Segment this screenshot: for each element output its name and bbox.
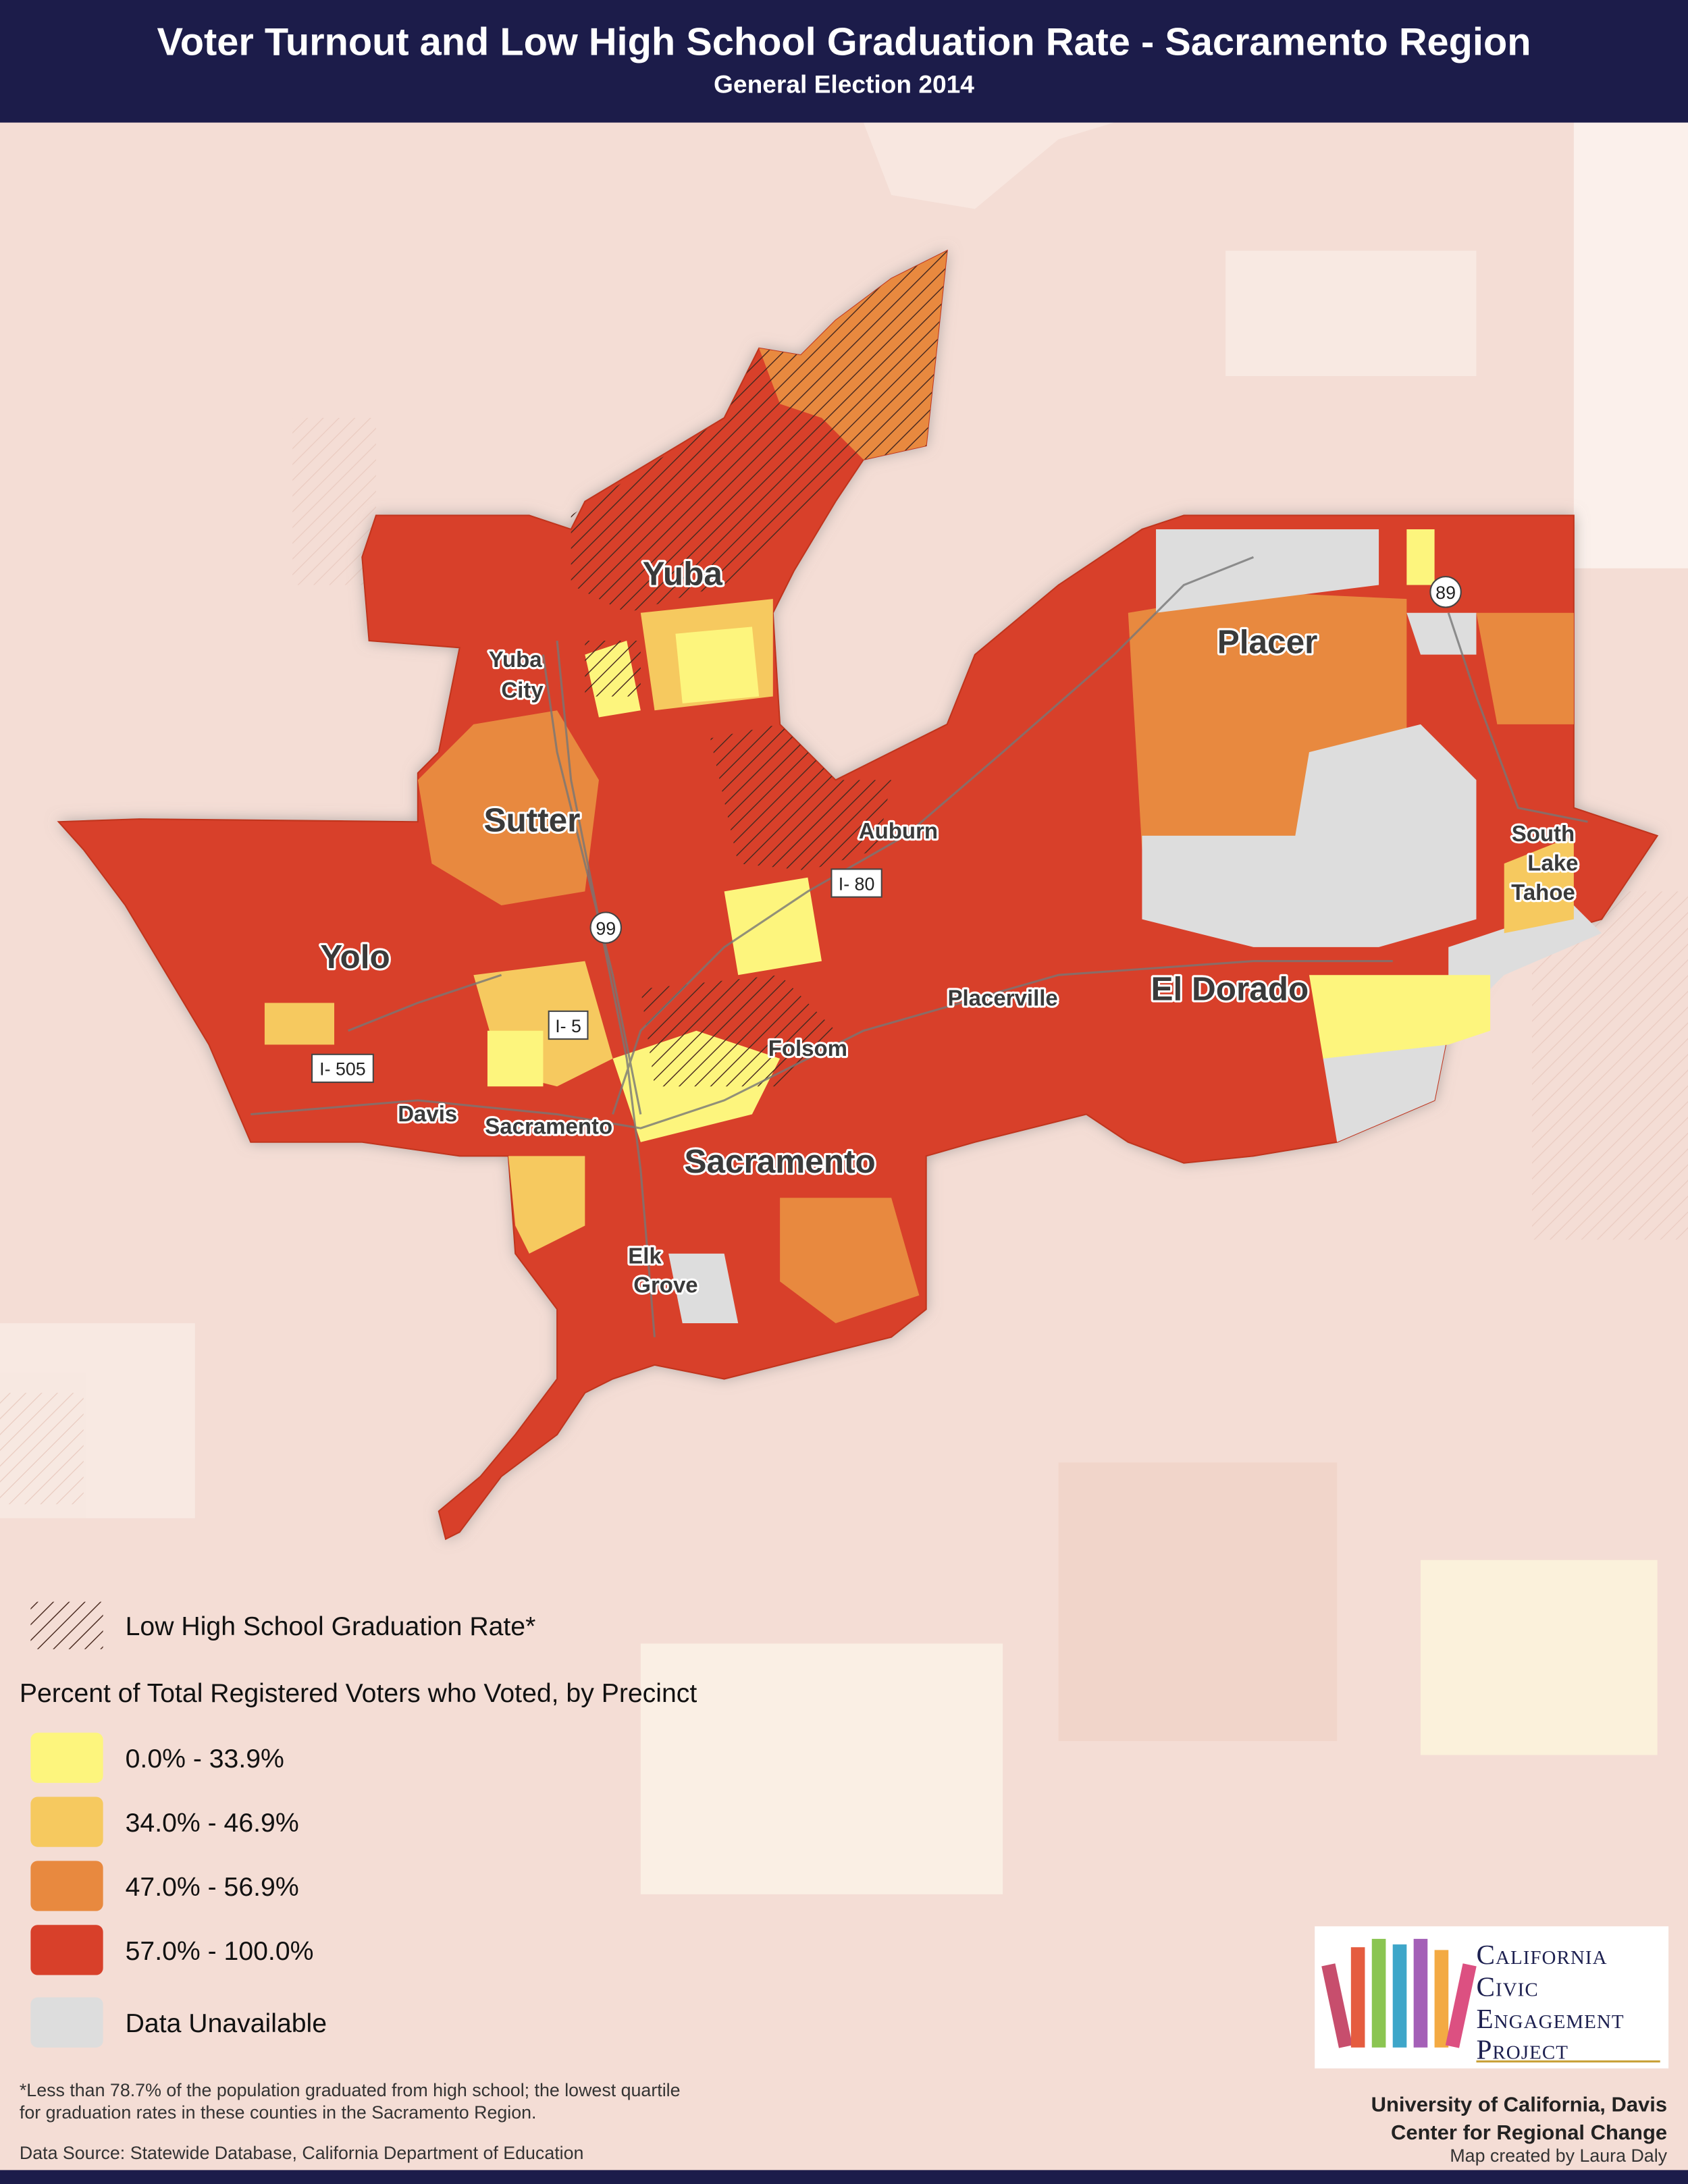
- legend-label: 0.0% - 33.9%: [126, 1744, 284, 1774]
- place-label: Yuba: [489, 647, 542, 672]
- legend-swatch: [30, 1732, 103, 1783]
- highway-label: I- 5: [555, 1016, 581, 1036]
- place-label: Placerville: [948, 986, 1058, 1011]
- credit: Map created by Laura Daly: [1450, 2146, 1667, 2166]
- highway-label: 99: [596, 918, 616, 938]
- background-texture: [0, 122, 1688, 1894]
- data-source: Data Source: Statewide Database, Califor…: [20, 2143, 584, 2163]
- logo-text: Civic: [1476, 1971, 1538, 2002]
- footer-bar: [0, 2170, 1688, 2184]
- highway-shields: I- 80 99 I- 5 I- 505 89: [311, 576, 1462, 1084]
- legend-swatch: [30, 1796, 103, 1847]
- legend-label: Data Unavailable: [126, 2009, 327, 2038]
- place-labels: Yuba Yuba City Sutter Auburn Placer Sout…: [318, 553, 1581, 1299]
- place-label: Placer: [1217, 624, 1318, 661]
- legend-swatch: [30, 1861, 103, 1911]
- place-label: Davis: [398, 1101, 457, 1126]
- place-label: Sacramento: [684, 1143, 875, 1180]
- credit: Center for Regional Change: [1391, 2121, 1667, 2144]
- place-label: City: [501, 678, 544, 703]
- legend-hatch-label: Low High School Graduation Rate*: [126, 1612, 536, 1641]
- highway-label: I- 80: [839, 874, 875, 894]
- place-label: Auburn: [859, 818, 938, 843]
- hatch-swatch: [30, 1601, 103, 1649]
- legend-title: Percent of Total Registered Voters who V…: [20, 1679, 697, 1708]
- map-title: Voter Turnout and Low High School Gradua…: [157, 20, 1531, 63]
- legend-label: 57.0% - 100.0%: [126, 1937, 314, 1966]
- legend-items: 0.0% - 33.9% 34.0% - 46.9% 47.0% - 56.9% 57…: [30, 1732, 327, 2048]
- place-label: Sacramento: [485, 1113, 612, 1138]
- header-bar: [0, 0, 1688, 123]
- place-label: Folsom: [768, 1036, 847, 1061]
- logo: California Civic Engagement Project: [1315, 1926, 1669, 2069]
- place-label: Yuba: [643, 556, 723, 593]
- place-label: South: [1512, 821, 1575, 846]
- place-label: El Dorado: [1151, 970, 1309, 1007]
- place-label: Lake: [1527, 850, 1578, 875]
- footnote: for graduation rates in these counties i…: [20, 2102, 537, 2123]
- highway-label: 89: [1435, 583, 1456, 603]
- legend-label: 34.0% - 46.9%: [126, 1809, 299, 1838]
- legend-swatch: [30, 1925, 103, 1975]
- logo-text: California: [1476, 1939, 1607, 1970]
- map-subtitle: General Election 2014: [714, 70, 974, 99]
- place-label: Elk: [628, 1243, 662, 1268]
- legend: Low High School Graduation Rate* Percent…: [20, 1601, 697, 2048]
- logo-text: Project: [1476, 2033, 1568, 2065]
- footnote: *Less than 78.7% of the population gradu…: [20, 2080, 681, 2100]
- logo-text: Engagement: [1476, 2003, 1624, 2034]
- legend-label: 47.0% - 56.9%: [126, 1873, 299, 1902]
- place-label: Tahoe: [1511, 880, 1575, 905]
- place-label: Grove: [633, 1273, 697, 1298]
- highway-label: I- 505: [319, 1059, 366, 1080]
- credit: University of California, Davis: [1371, 2093, 1667, 2116]
- place-label: Sutter: [483, 802, 580, 839]
- place-label: Yolo: [320, 938, 390, 976]
- legend-swatch: [30, 1997, 103, 2048]
